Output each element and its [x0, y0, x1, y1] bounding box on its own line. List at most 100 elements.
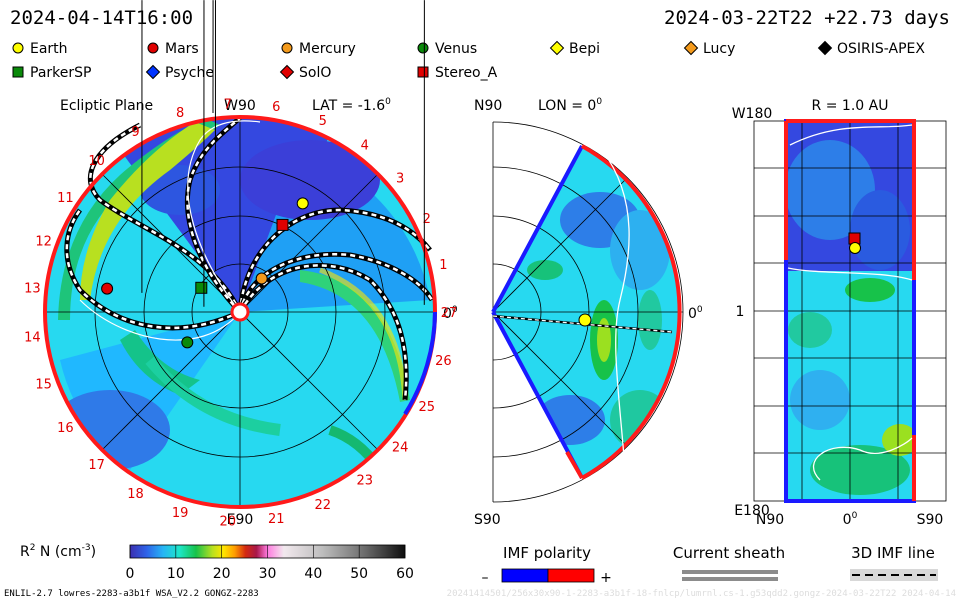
- r1au-grid: [753, 120, 947, 502]
- meridional-panel: N90 LON = 00 S90 00: [474, 97, 703, 528]
- meridional-south-positive: [565, 451, 584, 479]
- ecliptic-south-label: E90: [227, 512, 254, 528]
- colorbar-tick-10: 10: [167, 566, 185, 582]
- carrington-tick-9: 9: [131, 125, 139, 140]
- ecliptic-sheath-lines: [64, 116, 435, 401]
- earth-icon: [12, 42, 24, 54]
- ecliptic-body-mercury: [255, 272, 268, 285]
- meridional-south-edge: [491, 311, 584, 479]
- legend-item-parkersp: ParkerSP: [12, 65, 91, 81]
- carrington-tick-16: 16: [57, 421, 74, 436]
- colorbar-label: R2 N (cm-3): [20, 543, 96, 560]
- legend-item-mercury: Mercury: [281, 41, 356, 57]
- sun-marker: [230, 302, 250, 322]
- r1au-title: R = 1.0 AU: [812, 98, 889, 114]
- meridional-earth: [578, 313, 592, 327]
- colorbar-tick-20: 20: [213, 566, 231, 582]
- r1au-positive-edge: [786, 119, 916, 280]
- legend-item-lucy: Lucy: [683, 40, 735, 57]
- legend-item-psyche: Psyche: [145, 64, 214, 81]
- legend-label: ParkerSP: [30, 65, 91, 81]
- parkersp-icon: [12, 66, 24, 78]
- colorbar-tick-40: 40: [304, 566, 322, 582]
- carrington-tick-12: 12: [35, 235, 52, 250]
- ecliptic-bodies: [101, 0, 425, 349]
- carrington-tick-17: 17: [88, 458, 105, 473]
- carrington-tick-8: 8: [176, 106, 184, 121]
- colorbar: R2 N (cm-3) 0 10 20 30 40 50 60: [20, 543, 414, 582]
- colorbar-tick-60: 60: [396, 566, 414, 582]
- carrington-tick-19: 19: [172, 506, 189, 521]
- ecliptic-east-label: 00: [443, 305, 458, 322]
- ecliptic-body-earth: [296, 197, 309, 210]
- carrington-tick-15: 15: [35, 378, 52, 393]
- meridional-north-edge: [491, 145, 584, 313]
- psyche-icon: [145, 64, 161, 80]
- legend-label: OSIRIS-APEX: [837, 41, 925, 57]
- imf-line-title: 3D IMF line: [851, 544, 935, 562]
- imf-polarity-title: IMF polarity: [503, 544, 591, 562]
- footer-right: 20241414501/256x30x90-1-2283-a3b1f-18-fn…: [447, 589, 956, 599]
- meridional-density-map: [493, 146, 680, 478]
- ecliptic-negative-arc: [403, 311, 437, 416]
- meridional-title: LON = 00: [538, 97, 602, 114]
- carrington-tick-25: 25: [419, 400, 436, 415]
- ecliptic-panel: Ecliptic Plane LAT = -1.60: [24, 0, 458, 530]
- imf-negative-swatch: [501, 568, 549, 583]
- meridional-north-label: N90: [474, 98, 502, 114]
- r1au-bottom-label: E180: [734, 503, 770, 519]
- colorbar-ticks: 0 10 20 30 40 50 60: [126, 545, 414, 582]
- r1au-x-label-0: N90: [756, 512, 784, 528]
- colorbar-tick-50: 50: [350, 566, 368, 582]
- ecliptic-body-venus: [181, 336, 194, 349]
- time-left: 2024-04-14T16:00: [10, 7, 193, 29]
- legend-label: Mars: [165, 41, 199, 57]
- carrington-tick-10: 10: [88, 154, 105, 169]
- r1au-panel: R = 1.0 AU W180 E180 1: [732, 98, 947, 528]
- current-sheath-swatch-1: [682, 570, 778, 574]
- legend-item-stereo_a: Stereo_A: [417, 65, 498, 81]
- r1au-sheath: [787, 124, 913, 481]
- r1au-x-label-2: S90: [917, 512, 944, 528]
- legend-label: Earth: [30, 41, 68, 57]
- carrington-tick-2: 2: [423, 212, 431, 227]
- meridional-sheath: [601, 149, 630, 471]
- ecliptic-title: Ecliptic Plane: [60, 98, 153, 114]
- ecliptic-body-parkersp: [195, 281, 208, 294]
- legend-label: SolO: [299, 65, 331, 81]
- meridional-grid: [492, 121, 684, 503]
- legend-label: Bepi: [569, 41, 600, 57]
- carrington-tick-3: 3: [396, 172, 404, 187]
- current-sheath-swatch-2: [682, 577, 778, 581]
- legend-item-solo: SolO: [279, 64, 331, 81]
- carrington-tick-18: 18: [127, 487, 144, 502]
- legend-item-osiris-apex: OSIRIS-APEX: [817, 40, 925, 57]
- carrington-tick-7: 7: [224, 97, 232, 112]
- legend-label: Venus: [435, 41, 477, 57]
- legend-label: Lucy: [703, 41, 735, 57]
- ecliptic-north-label: W90: [224, 98, 256, 114]
- carrington-tick-6: 6: [272, 100, 280, 115]
- imf-minus: –: [482, 570, 489, 586]
- legend-item-bepi: Bepi: [549, 40, 600, 57]
- carrington-tick-20: 20: [220, 515, 237, 530]
- imf-plus: +: [600, 570, 612, 586]
- mars-icon: [147, 42, 159, 54]
- imf-positive-swatch: [547, 568, 595, 583]
- carrington-tick-13: 13: [24, 282, 41, 297]
- meridional-imf-line-dash: [492, 315, 673, 333]
- meridional-outer-arc: [581, 144, 682, 480]
- carrington-tick-22: 22: [315, 498, 332, 513]
- legend: Earth Mars Mercury Venus Bepi Lucy OSIRIS-APEX…: [12, 40, 925, 81]
- r1au-top-label: W180: [732, 106, 773, 122]
- colorbar-tick-0: 0: [126, 566, 135, 582]
- ecliptic-body-mars: [101, 282, 114, 295]
- lucy-icon: [683, 40, 699, 56]
- osiris-apex-icon: [817, 40, 833, 56]
- venus-icon: [417, 42, 429, 54]
- r1au-left-value: 1: [736, 304, 745, 320]
- legend-label: Mercury: [299, 41, 356, 57]
